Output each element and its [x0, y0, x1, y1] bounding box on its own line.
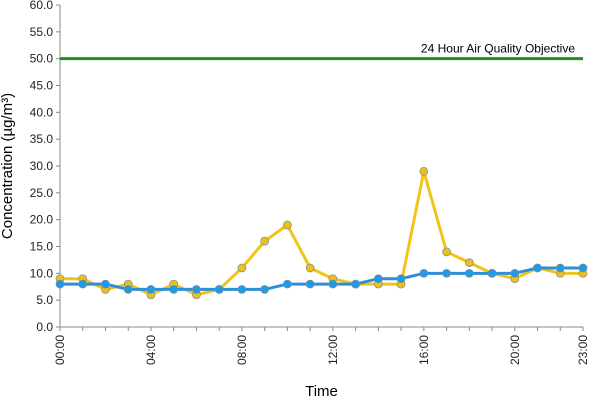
y-tick-label: 35.0 — [30, 132, 54, 146]
x-tick-label: 23:00 — [576, 335, 590, 365]
y-tick-label: 5.0 — [36, 293, 53, 307]
y-tick-label: 25.0 — [30, 186, 54, 200]
series-2-point — [305, 279, 315, 289]
x-tick-label: 04:00 — [144, 335, 158, 365]
series-1-point — [283, 220, 292, 230]
series-group — [55, 167, 588, 300]
series-2-point — [578, 263, 588, 273]
x-tick-label: 16:00 — [417, 335, 431, 365]
series-2-point — [192, 285, 201, 294]
series-1-point — [464, 258, 474, 267]
series-2-point — [55, 279, 65, 289]
series-2-point — [237, 285, 247, 294]
series-2-point — [351, 279, 360, 289]
y-tick-label: 55.0 — [30, 25, 54, 39]
y-tick-label: 15.0 — [30, 240, 54, 254]
series-1 — [55, 167, 588, 300]
y-tick-label: 0.0 — [36, 320, 53, 334]
series-2 — [55, 263, 588, 294]
y-axis-ticks: 0.0 5.0 10.0 15.0 20.0 25.0 30.0 35.0 40.0 45.0 50… — [30, 0, 60, 334]
x-tick-label: 12:00 — [326, 335, 340, 365]
series-2-point — [510, 268, 520, 278]
y-tick-label: 20.0 — [30, 213, 54, 227]
series-2-point — [555, 263, 565, 273]
series-2-point — [78, 279, 88, 289]
series-2-point — [373, 274, 383, 284]
y-axis-title: Concentration (µg/m³) — [0, 93, 16, 239]
reference-line-group: 24 Hour Air Quality Objective — [60, 42, 583, 61]
air-quality-objective-label: 24 Hour Air Quality Objective — [421, 42, 575, 56]
series-2-point — [464, 268, 474, 278]
series-2-line — [60, 266, 583, 291]
series-2-point — [533, 263, 542, 273]
series-2-point — [487, 268, 497, 278]
series-2-point — [396, 274, 406, 284]
series-2-point — [419, 268, 429, 278]
series-2-point — [283, 279, 292, 289]
series-2-point — [442, 268, 451, 278]
series-2-point — [146, 285, 156, 294]
y-tick-label: 10.0 — [30, 266, 54, 280]
x-tick-label: 00:00 — [53, 335, 67, 365]
series-2-point — [101, 279, 110, 289]
series-1-point — [305, 263, 315, 273]
x-axis-ticks: 00:00 04:00 08:00 12:00 16:00 20:00 23:00 — [53, 327, 590, 365]
series-2-point — [123, 285, 133, 294]
y-tick-label: 30.0 — [30, 159, 54, 173]
x-axis-title: Time — [305, 383, 338, 400]
series-2-point — [214, 285, 224, 294]
series-1-point — [260, 236, 270, 246]
series-1-point — [442, 247, 451, 257]
x-tick-label: 20:00 — [508, 335, 522, 365]
x-tick-label: 08:00 — [235, 335, 249, 365]
series-2-point — [328, 279, 338, 289]
series-2-point — [169, 285, 179, 294]
series-1-line — [60, 169, 583, 297]
y-tick-label: 50.0 — [30, 52, 54, 66]
series-2-point — [260, 285, 270, 294]
y-tick-label: 40.0 — [30, 105, 54, 119]
series-1-point — [237, 263, 247, 273]
series-1-point — [419, 167, 429, 176]
y-tick-label: 45.0 — [30, 79, 54, 93]
y-tick-label: 60.0 — [30, 0, 54, 12]
